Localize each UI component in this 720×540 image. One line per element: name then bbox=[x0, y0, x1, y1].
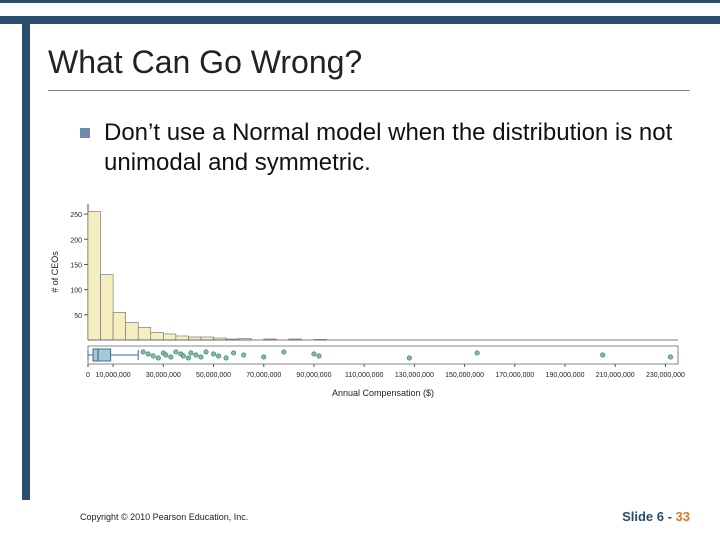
svg-text:200: 200 bbox=[70, 237, 82, 244]
svg-text:90,000,000: 90,000,000 bbox=[296, 372, 331, 379]
decor-top-stripe-thick bbox=[0, 16, 720, 24]
bullet-item: Don’t use a Normal model when the distri… bbox=[80, 118, 680, 178]
svg-text:# of CEOs: # of CEOs bbox=[50, 251, 60, 293]
svg-text:190,000,000: 190,000,000 bbox=[546, 372, 585, 379]
svg-text:50,000,000: 50,000,000 bbox=[196, 372, 231, 379]
compensation-histogram: 50 100 150 200 250 # of CEOs 0 10,000,000 30,000… bbox=[46, 200, 686, 420]
square-bullet-icon bbox=[80, 128, 90, 138]
svg-text:250: 250 bbox=[70, 212, 82, 219]
svg-text:10,000,000: 10,000,000 bbox=[96, 372, 131, 379]
svg-text:150: 150 bbox=[70, 262, 82, 269]
bullet-text: Don’t use a Normal model when the distri… bbox=[104, 118, 680, 178]
title-underline bbox=[48, 90, 690, 91]
svg-text:70,000,000: 70,000,000 bbox=[246, 372, 281, 379]
svg-text:230,000,000: 230,000,000 bbox=[646, 372, 685, 379]
svg-text:150,000,000: 150,000,000 bbox=[445, 372, 484, 379]
svg-text:130,000,000: 130,000,000 bbox=[395, 372, 434, 379]
slide-label: Slide 6 - bbox=[622, 509, 675, 524]
decor-left-stripe bbox=[22, 24, 30, 500]
svg-text:Annual Compensation ($): Annual Compensation ($) bbox=[332, 388, 434, 398]
svg-text:100: 100 bbox=[70, 288, 82, 295]
slide-title: What Can Go Wrong? bbox=[48, 44, 362, 81]
svg-text:110,000,000: 110,000,000 bbox=[345, 372, 384, 379]
svg-text:170,000,000: 170,000,000 bbox=[495, 372, 534, 379]
svg-text:210,000,000: 210,000,000 bbox=[596, 372, 635, 379]
svg-text:50: 50 bbox=[74, 313, 82, 320]
decor-top-stripe-thin bbox=[0, 0, 720, 3]
slide-page-number: 33 bbox=[676, 509, 690, 524]
copyright-text: Copyright © 2010 Pearson Education, Inc. bbox=[80, 512, 248, 522]
chart-svg: 50 100 150 200 250 # of CEOs 0 10,000,000 30,000… bbox=[46, 200, 686, 420]
svg-text:0: 0 bbox=[86, 372, 90, 379]
slide-number: Slide 6 - 33 bbox=[622, 509, 690, 524]
svg-text:30,000,000: 30,000,000 bbox=[146, 372, 181, 379]
